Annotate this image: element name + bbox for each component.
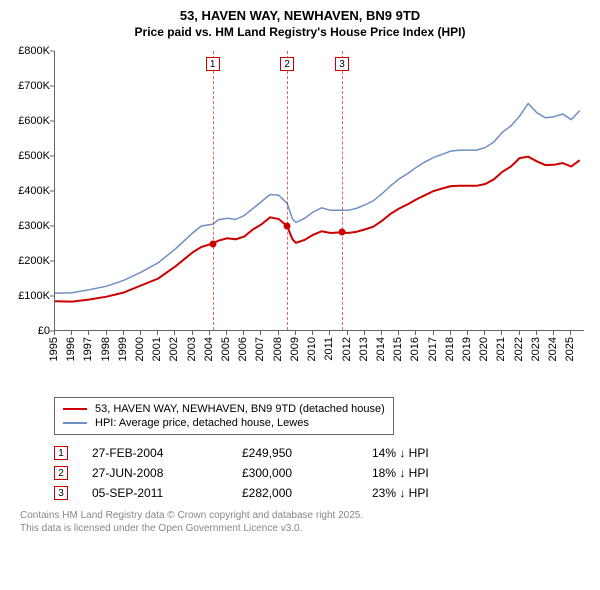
sale-marker-line [287, 51, 288, 330]
chart-legend: 53, HAVEN WAY, NEWHAVEN, BN9 9TD (detach… [54, 397, 394, 435]
x-axis-tick-label: 1997 [82, 337, 94, 361]
footnote-line: This data is licensed under the Open Gov… [20, 522, 590, 535]
chart-plot: 1 2 3 [54, 51, 584, 331]
sale-marker-dot [339, 229, 346, 236]
x-axis-tick-label: 2008 [272, 337, 284, 361]
sale-marker-line [342, 51, 343, 330]
x-axis-tick-label: 2007 [254, 337, 266, 361]
x-axis-tick-label: 2006 [237, 337, 249, 361]
x-axis-tick-label: 2018 [444, 337, 456, 361]
chart-area: £0 £100K £200K £300K £400K £500K £600K £700K £80… [10, 45, 590, 395]
x-axis-tick-label: 2019 [461, 337, 473, 361]
chart-subtitle: Price paid vs. HM Land Registry's House … [10, 25, 590, 39]
x-axis-tick-label: 2017 [427, 337, 439, 361]
x-axis-tick-label: 2020 [478, 337, 490, 361]
legend-swatch [63, 422, 87, 424]
x-axis-tick-label: 2014 [375, 337, 387, 361]
legend-label: 53, HAVEN WAY, NEWHAVEN, BN9 9TD (detach… [95, 403, 385, 415]
sales-row-index-badge: 1 [54, 446, 68, 460]
series-line [55, 157, 580, 302]
x-axis-tick-label: 2009 [289, 337, 301, 361]
series-line [55, 104, 580, 294]
sales-row: 3 05-SEP-2011£282,00023% ↓ HPI [54, 483, 590, 503]
x-axis-tick-label: 1998 [100, 337, 112, 361]
sales-row-diff: 18% ↓ HPI [372, 466, 492, 480]
x-axis-tick-label: 2013 [358, 337, 370, 361]
sales-table: 1 27-FEB-2004£249,95014% ↓ HPI 2 27-JUN-200… [54, 443, 590, 503]
x-axis-tick-label: 2000 [134, 337, 146, 361]
chart-page: 53, HAVEN WAY, NEWHAVEN, BN9 9TD Price p… [0, 0, 600, 590]
y-axis-tick-label: £600K [10, 115, 50, 127]
y-axis-tick-label: £300K [10, 220, 50, 232]
y-axis-tick-label: £400K [10, 185, 50, 197]
x-axis-tick-label: 2004 [203, 337, 215, 361]
x-axis-tick-label: 2002 [168, 337, 180, 361]
sales-row-index-badge: 2 [54, 466, 68, 480]
legend-label: HPI: Average price, detached house, Lewe… [95, 417, 309, 429]
sales-row: 1 27-FEB-2004£249,95014% ↓ HPI [54, 443, 590, 463]
sales-row-date: 27-JUN-2008 [92, 466, 242, 480]
x-axis-tick-label: 1995 [48, 337, 60, 361]
y-axis-tick-label: £500K [10, 150, 50, 162]
x-axis-tick-label: 2005 [220, 337, 232, 361]
sales-row-date: 05-SEP-2011 [92, 486, 242, 500]
x-axis-tick-label: 2003 [186, 337, 198, 361]
y-axis-tick-label: £0 [10, 325, 50, 337]
x-axis-tick-label: 2010 [306, 337, 318, 361]
sales-row-index-badge: 3 [54, 486, 68, 500]
x-axis-tick-label: 2011 [323, 337, 335, 361]
sales-row-price: £300,000 [242, 466, 372, 480]
sale-marker-dot [284, 223, 291, 230]
sales-row: 2 27-JUN-2008£300,00018% ↓ HPI [54, 463, 590, 483]
y-axis-tick-label: £100K [10, 290, 50, 302]
y-axis-tick-label: £200K [10, 255, 50, 267]
sales-row-price: £249,950 [242, 446, 372, 460]
x-axis-tick-label: 2021 [495, 337, 507, 361]
y-axis-tick-label: £700K [10, 80, 50, 92]
sales-row-date: 27-FEB-2004 [92, 446, 242, 460]
x-axis-tick-label: 2015 [392, 337, 404, 361]
legend-item: HPI: Average price, detached house, Lewe… [63, 416, 385, 430]
sale-marker-badge: 2 [280, 57, 294, 71]
footnote-line: Contains HM Land Registry data © Crown c… [20, 509, 590, 522]
chart-svg [55, 51, 585, 331]
sale-marker-line [213, 51, 214, 330]
x-axis-tick-label: 2012 [341, 337, 353, 361]
legend-swatch [63, 408, 87, 410]
sales-row-price: £282,000 [242, 486, 372, 500]
x-axis-tick-label: 2023 [530, 337, 542, 361]
sales-row-diff: 23% ↓ HPI [372, 486, 492, 500]
x-axis-tick-label: 2001 [151, 337, 163, 361]
x-axis-tick-label: 2016 [409, 337, 421, 361]
x-axis-tick-label: 1996 [65, 337, 77, 361]
x-axis-tick-label: 1999 [117, 337, 129, 361]
sale-marker-badge: 1 [206, 57, 220, 71]
license-footnote: Contains HM Land Registry data © Crown c… [20, 509, 590, 535]
x-axis-tick-label: 2022 [513, 337, 525, 361]
x-axis-tick-label: 2025 [564, 337, 576, 361]
legend-item: 53, HAVEN WAY, NEWHAVEN, BN9 9TD (detach… [63, 402, 385, 416]
x-axis-tick-label: 2024 [547, 337, 559, 361]
sale-marker-badge: 3 [335, 57, 349, 71]
y-axis-tick-label: £800K [10, 45, 50, 57]
sales-row-diff: 14% ↓ HPI [372, 446, 492, 460]
chart-title: 53, HAVEN WAY, NEWHAVEN, BN9 9TD [10, 8, 590, 23]
sale-marker-dot [209, 240, 216, 247]
